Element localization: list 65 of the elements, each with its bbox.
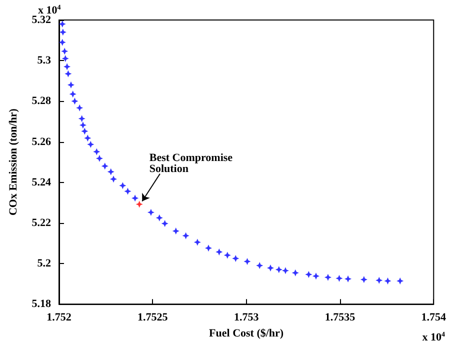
- point: [216, 248, 223, 256]
- x-tick-label: 1.754: [421, 312, 446, 324]
- point: [156, 214, 163, 222]
- point: [96, 154, 103, 162]
- point: [81, 128, 88, 135]
- point: [67, 81, 74, 88]
- x-axis-title: Fuel Cost ($/hr): [209, 328, 284, 340]
- point: [76, 104, 84, 112]
- point: [324, 274, 332, 281]
- point: [124, 188, 132, 195]
- y-tick-label: 5.3: [37, 54, 52, 67]
- y-tick-label: 5.32: [32, 14, 52, 26]
- point: [384, 277, 392, 284]
- point: [161, 220, 168, 228]
- point: [71, 98, 78, 105]
- annotation: Best Compromise Solution: [149, 152, 236, 175]
- point: [266, 264, 274, 272]
- point: [62, 55, 69, 62]
- point: [84, 134, 92, 142]
- point: [282, 267, 289, 274]
- point: [232, 254, 240, 262]
- point: [107, 168, 114, 176]
- point: [93, 148, 100, 156]
- point: [204, 244, 212, 252]
- point: [172, 228, 180, 235]
- point: [194, 238, 201, 246]
- point: [344, 275, 352, 282]
- point: [256, 262, 264, 270]
- point: [182, 232, 190, 240]
- y-tick-label: 5.22: [32, 216, 52, 229]
- point: [132, 194, 139, 202]
- point: [224, 252, 231, 259]
- point: [58, 38, 66, 46]
- y-axis-title: COx Emission (ton/hr): [8, 108, 20, 216]
- point: [64, 63, 71, 70]
- point: [110, 176, 118, 183]
- point: [396, 277, 404, 284]
- point: [69, 90, 76, 98]
- point: [147, 208, 154, 216]
- point: [336, 274, 343, 282]
- y-tick-label: 5.18: [32, 298, 52, 310]
- point: [78, 115, 86, 122]
- point: [305, 270, 312, 278]
- point: [101, 162, 108, 170]
- point: [136, 200, 143, 208]
- point: [244, 258, 251, 265]
- point: [87, 140, 94, 148]
- y-tick-label: 5.24: [32, 176, 52, 188]
- point: [376, 276, 383, 284]
- point: [360, 276, 368, 284]
- point: [119, 182, 126, 190]
- x-tick-label: 1.752: [46, 312, 72, 324]
- point: [61, 48, 68, 55]
- point: [59, 28, 66, 36]
- point: [312, 272, 320, 280]
- point: [275, 266, 282, 274]
- point: [64, 70, 72, 78]
- x-tick-label: 1.7535: [324, 312, 356, 324]
- x-tick-label: 1.753: [234, 312, 260, 324]
- y-tick-label: 5.28: [32, 95, 52, 108]
- y-tick-label: 5.26: [32, 136, 52, 148]
- point: [292, 269, 299, 276]
- x-tick-label: 1.7525: [138, 312, 168, 324]
- y-tick-label: 5.2: [37, 258, 52, 270]
- point: [79, 122, 86, 129]
